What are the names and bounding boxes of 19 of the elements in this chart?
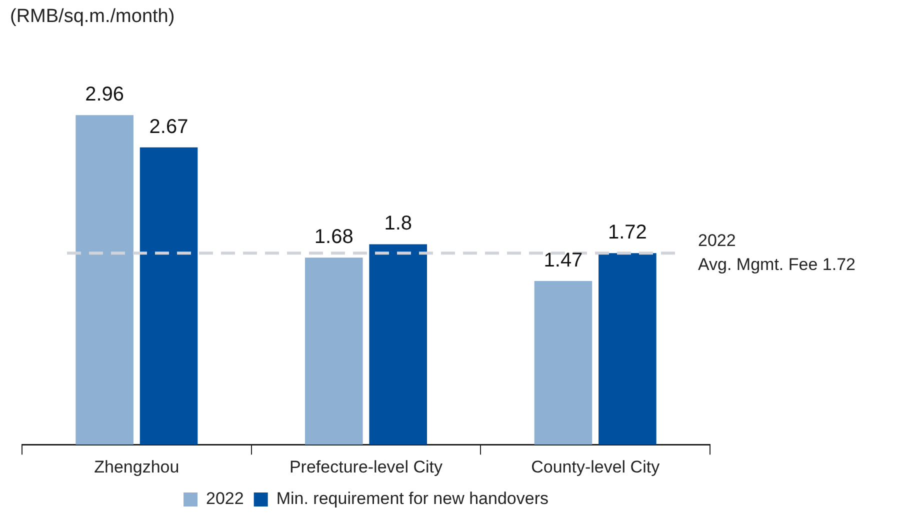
bar: [305, 258, 363, 445]
legend-label: Min. requirement for new handovers: [276, 489, 548, 508]
data-label: 1.68: [314, 226, 354, 248]
data-label: 2.67: [149, 116, 188, 138]
data-label: 1.72: [608, 222, 647, 244]
data-label: 1.8: [384, 212, 412, 235]
data-label: 2.96: [85, 84, 124, 106]
bar: [369, 244, 428, 445]
x-tick-label: County-level City: [531, 457, 660, 476]
bar: [76, 115, 134, 445]
x-tick-label: Prefecture-level City: [289, 457, 444, 476]
legend-label: 2022: [206, 489, 244, 508]
y-axis-title: (RMB/sq.m./month): [10, 6, 175, 28]
bar: [534, 280, 592, 445]
ref-line-label: 2022 Avg. Mgmt. Fee 1.72: [698, 230, 856, 274]
data-label: 1.47: [544, 249, 583, 272]
bar: [140, 147, 198, 445]
x-tick-label: Zhengzhou: [94, 457, 180, 476]
bar: [598, 253, 656, 445]
